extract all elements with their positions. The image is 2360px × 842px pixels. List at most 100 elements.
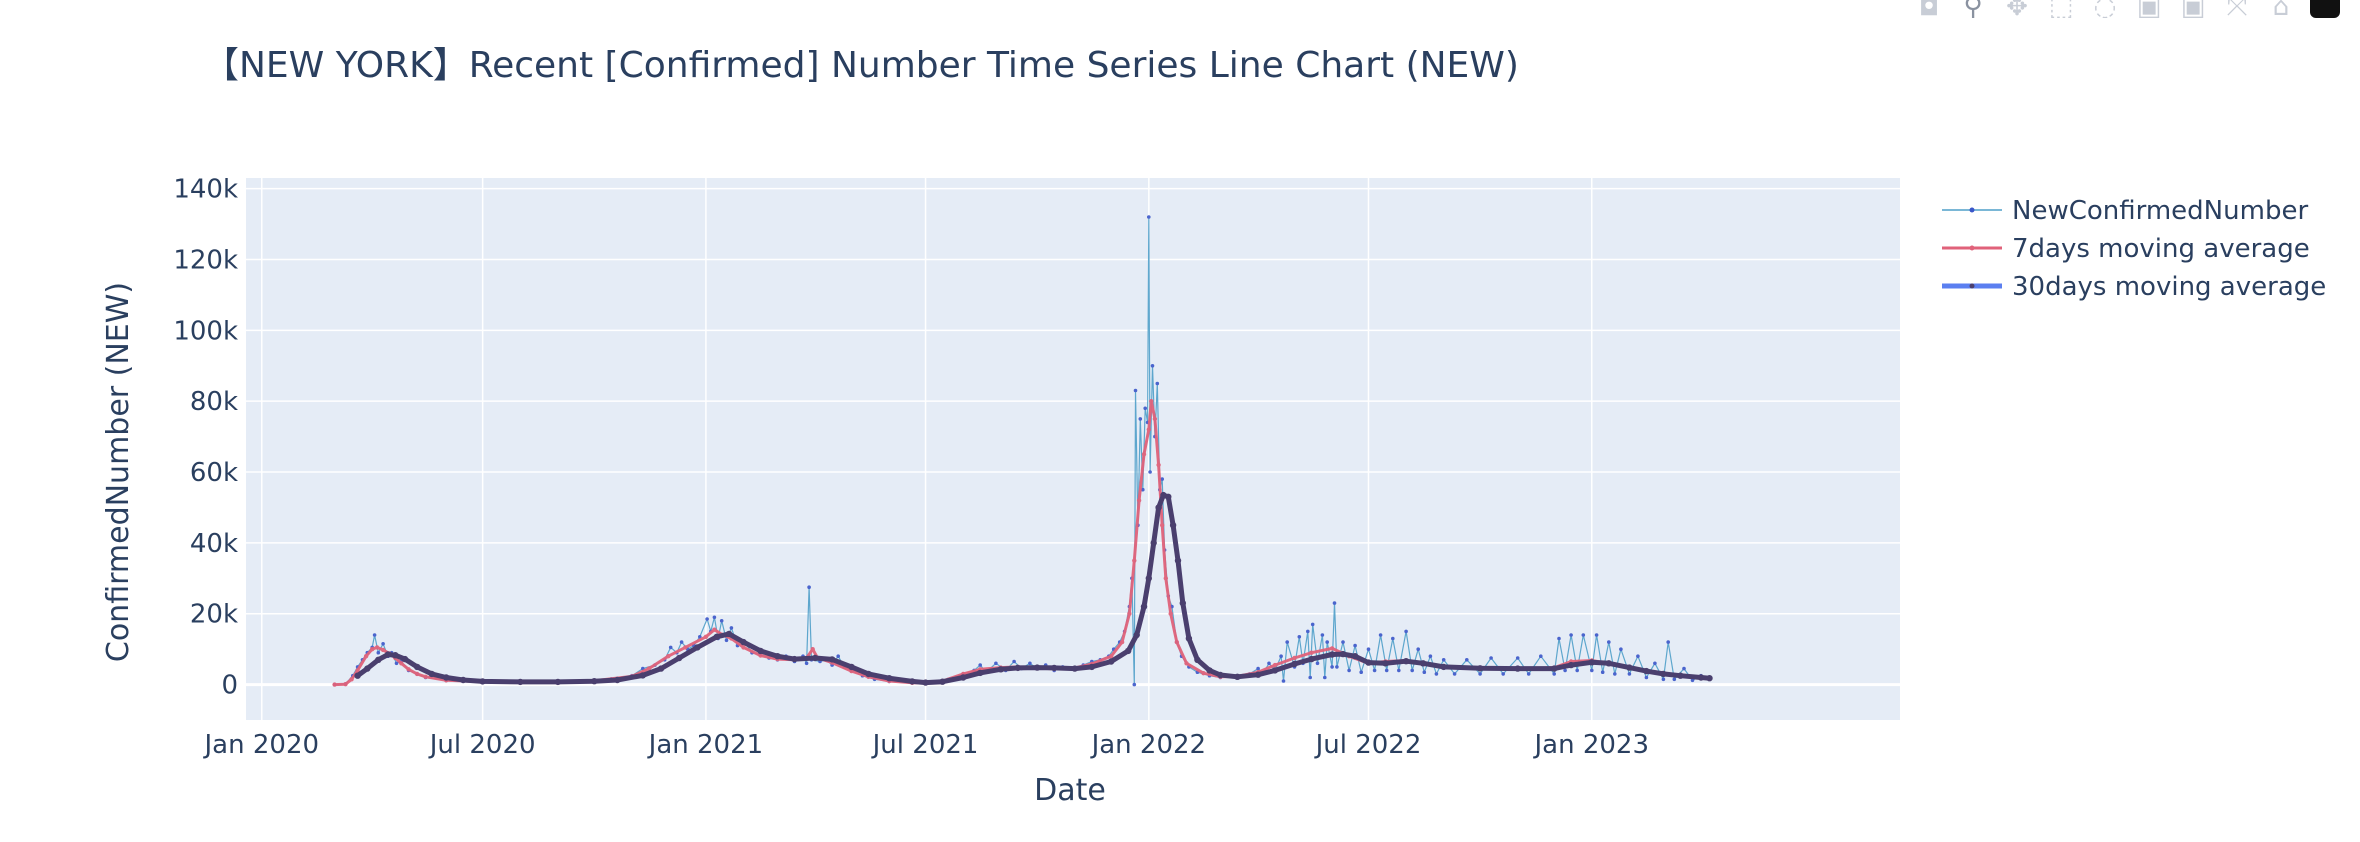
data-point: [1404, 629, 1408, 634]
legend-item[interactable]: NewConfirmedNumber: [1942, 196, 2308, 226]
data-point: [1323, 675, 1327, 680]
plot-area[interactable]: [246, 178, 1900, 720]
zoom-in-icon[interactable]: ▣: [2136, 0, 2162, 18]
data-point: [1109, 654, 1114, 659]
gridlines: [246, 178, 1900, 720]
data-point: [1310, 622, 1315, 627]
data-point: [1012, 659, 1016, 664]
y-tick-label: 20k: [190, 600, 238, 630]
x-tick-label: Jan 2022: [1090, 730, 1207, 760]
pan-icon[interactable]: ✥: [2006, 0, 2028, 18]
data-point: [1644, 675, 1649, 680]
data-point: [1034, 664, 1041, 671]
data-point: [381, 642, 385, 646]
y-tick-label: 120k: [173, 245, 238, 275]
data-point: [1351, 653, 1359, 660]
series-line: [356, 492, 1710, 686]
data-point: [676, 654, 683, 662]
legend-item[interactable]: 30days moving average: [1942, 272, 2326, 302]
data-point: [1217, 671, 1224, 679]
data-point: [1143, 406, 1147, 411]
data-point: [719, 619, 724, 623]
lasso-icon[interactable]: ◌: [2093, 0, 2117, 18]
data-point: [380, 647, 386, 653]
box-select-icon[interactable]: ⬚: [2048, 0, 2074, 18]
data-point: [698, 635, 702, 639]
data-point: [1184, 661, 1189, 666]
data-point: [1150, 364, 1155, 368]
data-point: [1133, 631, 1140, 639]
data-point: [332, 682, 337, 687]
x-axis-ticks: Jan 2020 Jul 2020 Jan 2021 Jul 2021 Jan 2022…: [203, 730, 1650, 760]
data-point: [1332, 601, 1337, 605]
camera-icon[interactable]: ◘: [1918, 0, 1940, 18]
data-point: [807, 585, 811, 589]
autoscale-icon[interactable]: ⤧: [2226, 0, 2248, 18]
data-point: [1660, 670, 1667, 678]
data-point: [1306, 629, 1310, 634]
data-point: [1292, 655, 1297, 661]
zoom-icon[interactable]: ⚲: [1963, 0, 1983, 18]
data-point: [406, 667, 411, 672]
data-point: [1028, 661, 1032, 666]
data-point: [1271, 667, 1279, 674]
reset-axes-icon[interactable]: ⌂: [2272, 0, 2290, 18]
data-point: [1653, 661, 1657, 666]
legend-marker: [1969, 245, 1975, 251]
data-point: [1588, 659, 1596, 666]
x-tick-label: Jan 2023: [1533, 730, 1650, 760]
data-point: [1526, 672, 1531, 676]
legend-marker: [1969, 207, 1975, 213]
data-point: [1146, 427, 1152, 432]
data-point: [394, 661, 399, 666]
data-point: [1382, 660, 1389, 667]
data-point: [1320, 633, 1325, 637]
data-point: [1539, 654, 1543, 658]
legend[interactable]: NewConfirmedNumber 7days moving average 30…: [1942, 196, 2326, 302]
data-point: [1478, 672, 1482, 676]
x-tick-label: Jan 2021: [647, 730, 764, 760]
data-point: [1272, 662, 1278, 668]
data-point: [1690, 678, 1695, 683]
zoom-out-icon[interactable]: ▣: [2180, 0, 2206, 18]
data-point: [1156, 462, 1161, 468]
data-point: [1145, 575, 1153, 582]
data-point: [1148, 470, 1152, 474]
data-point: [1452, 672, 1457, 676]
data-point: [376, 650, 381, 655]
legend-marker: [1969, 283, 1975, 289]
data-point: [1677, 672, 1684, 679]
data-point: [1329, 646, 1335, 651]
data-point: [1174, 639, 1180, 645]
data-point: [392, 652, 399, 659]
data-point: [1391, 636, 1395, 641]
data-point: [1141, 452, 1147, 457]
data-point: [909, 678, 916, 685]
legend-item[interactable]: 7days moving average: [1942, 234, 2310, 264]
data-point: [1150, 539, 1157, 547]
data-point: [712, 615, 717, 620]
data-point: [1552, 672, 1556, 676]
x-axis-title: Date: [1034, 773, 1106, 808]
y-tick-label: 40k: [190, 529, 238, 559]
data-point: [1594, 633, 1599, 637]
y-tick-label: 100k: [173, 316, 238, 346]
data-point: [1285, 640, 1289, 644]
data-point: [1384, 668, 1389, 673]
data-point: [614, 676, 621, 684]
plotly-logo[interactable]: [2310, 0, 2340, 18]
data-point: [1416, 647, 1420, 651]
data-point: [1185, 635, 1193, 642]
data-point: [694, 644, 701, 651]
data-point: [1419, 660, 1427, 667]
data-point: [1119, 639, 1125, 645]
data-point: [1160, 477, 1164, 481]
data-point: [1330, 665, 1334, 669]
data-point: [1291, 660, 1298, 668]
data-point: [1557, 636, 1561, 641]
data-point: [804, 661, 809, 666]
data-point: [1132, 682, 1137, 687]
data-point: [758, 653, 763, 658]
data-point: [1127, 611, 1132, 616]
